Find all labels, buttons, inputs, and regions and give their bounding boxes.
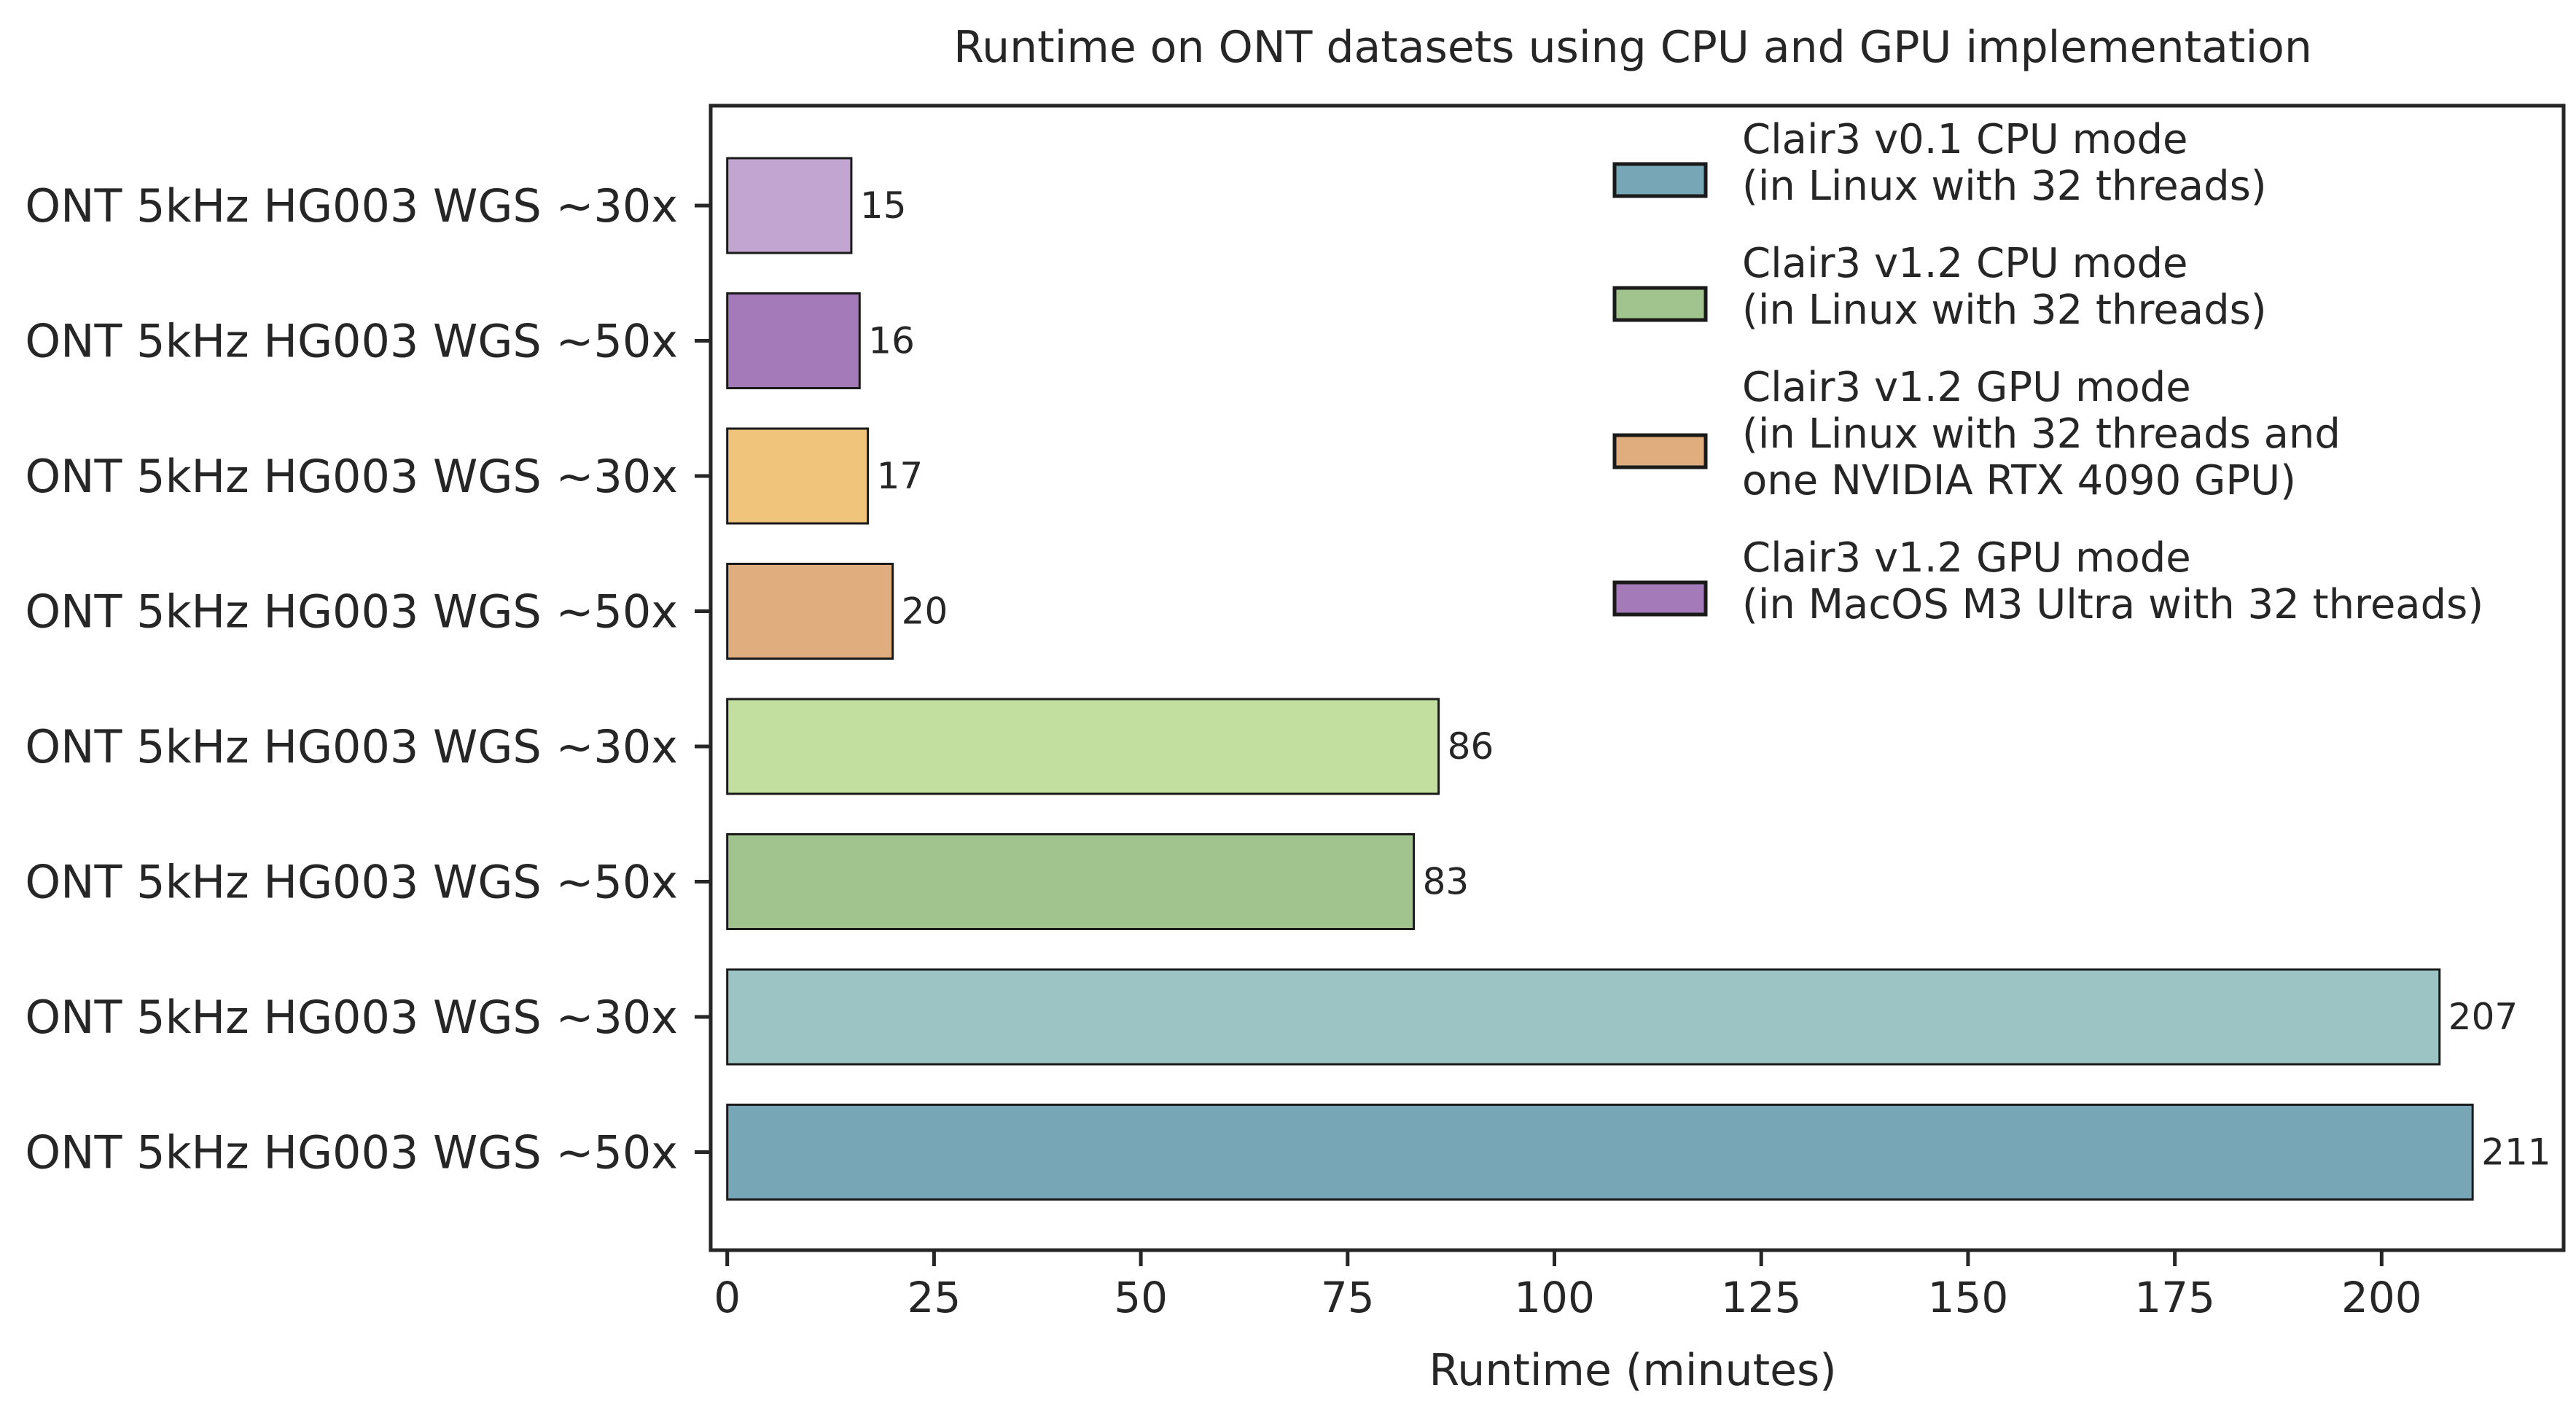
bar-value-label: 211	[2481, 1131, 2550, 1174]
y-tick-label: ONT 5kHz HG003 WGS ~50x	[25, 1126, 678, 1179]
bar-value-label: 207	[2448, 996, 2518, 1038]
bar-value-label: 83	[1423, 861, 1470, 903]
legend-label: Clair3 v1.2 CPU mode	[1742, 240, 2187, 287]
bar-value-label: 15	[860, 184, 907, 227]
x-axis: 0 25 50 75 100 125 150 175 200	[714, 1250, 2422, 1322]
x-tick-label: 175	[2134, 1273, 2215, 1322]
data-labels-group: 15 16 17 20 86 83 207 211	[860, 184, 2551, 1174]
bar-value-label: 86	[1448, 725, 1494, 768]
x-tick-label: 200	[2341, 1273, 2422, 1322]
legend-swatch	[1612, 580, 1708, 617]
y-tick-label: ONT 5kHz HG003 WGS ~30x	[25, 991, 678, 1044]
bar-value-label: 17	[877, 455, 924, 497]
x-tick-label: 150	[1928, 1273, 2009, 1322]
y-tick-label: ONT 5kHz HG003 WGS ~30x	[25, 179, 678, 233]
plot-frame	[709, 104, 2566, 1252]
y-tick-label: ONT 5kHz HG003 WGS ~50x	[25, 856, 678, 909]
legend-swatch	[1612, 162, 1708, 198]
x-tick-label: 25	[907, 1273, 961, 1322]
legend-label: Clair3 v1.2 GPU mode	[1742, 364, 2191, 411]
legend-label: (in Linux with 32 threads)	[1742, 286, 2267, 334]
legend-swatch	[1612, 433, 1708, 469]
bar	[726, 427, 870, 525]
bar	[726, 968, 2441, 1066]
bar	[726, 563, 894, 660]
x-tick-label: 125	[1721, 1273, 1802, 1322]
x-tick-label: 100	[1514, 1273, 1595, 1322]
x-tick-label: 75	[1321, 1273, 1375, 1322]
bars-group	[726, 157, 2474, 1201]
legend-label: Clair3 v1.2 GPU mode	[1742, 534, 2191, 582]
legend-label: Clair3 v0.1 CPU mode	[1742, 116, 2187, 163]
bar	[726, 833, 1416, 930]
x-tick-label: 50	[1114, 1273, 1168, 1322]
bar	[726, 157, 853, 254]
legend-label: one NVIDIA RTX 4090 GPU)	[1742, 457, 2296, 504]
legend-label: (in Linux with 32 threads)	[1742, 163, 2267, 210]
y-axis: ONT 5kHz HG003 WGS ~30x ONT 5kHz HG003 WG…	[25, 179, 711, 1179]
y-tick-label: ONT 5kHz HG003 WGS ~30x	[25, 720, 678, 773]
x-axis-label: Runtime (minutes)	[1429, 1345, 1836, 1396]
legend-label: (in Linux with 32 threads and	[1742, 410, 2341, 458]
bar-value-label: 16	[868, 320, 915, 362]
bar-value-label: 20	[902, 590, 948, 633]
y-tick-label: ONT 5kHz HG003 WGS ~30x	[25, 450, 678, 503]
bar	[726, 292, 861, 389]
chart-title: Runtime on ONT datasets using CPU and GP…	[953, 22, 2312, 73]
y-tick-label: ONT 5kHz HG003 WGS ~50x	[25, 585, 678, 639]
legend: Clair3 v0.1 CPU mode(in Linux with 32 th…	[1612, 116, 2483, 628]
bar	[726, 698, 1440, 795]
y-tick-label: ONT 5kHz HG003 WGS ~50x	[25, 315, 678, 368]
bar	[726, 1104, 2474, 1201]
legend-swatch	[1612, 286, 1708, 322]
x-tick-label: 0	[714, 1273, 741, 1322]
legend-label: (in MacOS M3 Ultra with 32 threads)	[1742, 581, 2483, 628]
